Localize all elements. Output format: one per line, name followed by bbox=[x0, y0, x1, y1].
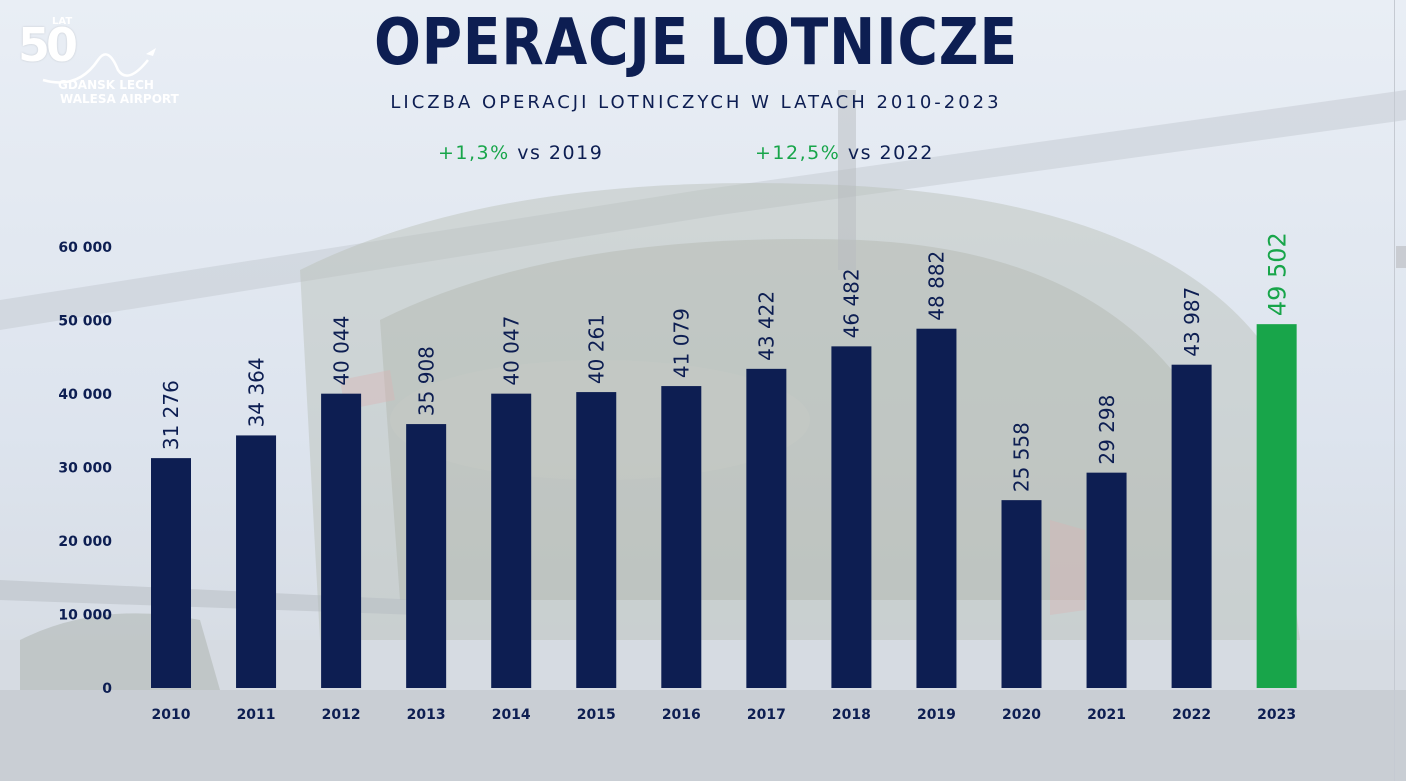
value-label-2022: 43 987 bbox=[1180, 287, 1204, 357]
bar-2011 bbox=[236, 435, 277, 688]
x-tick-label-2013: 2013 bbox=[407, 707, 446, 723]
x-tick-label-2020: 2020 bbox=[1002, 707, 1041, 723]
y-tick-label: 40 000 bbox=[58, 387, 112, 403]
x-tick-label-2011: 2011 bbox=[237, 707, 276, 723]
bar-2013 bbox=[406, 424, 447, 688]
value-label-2012: 40 044 bbox=[329, 316, 353, 386]
bar-2016 bbox=[661, 386, 702, 688]
logo-flight-swoosh-icon bbox=[42, 48, 156, 84]
bar-2015 bbox=[576, 392, 617, 688]
bars bbox=[151, 324, 1297, 688]
logo-line-1: GDANSK LECH bbox=[58, 78, 154, 92]
value-label-2011: 34 364 bbox=[244, 357, 268, 427]
x-tick-label-2021: 2021 bbox=[1087, 707, 1126, 723]
comparison-2019: +1,3% vs 2019 bbox=[438, 142, 603, 164]
y-tick-label: 20 000 bbox=[58, 534, 112, 550]
x-tick-label-2012: 2012 bbox=[322, 707, 361, 723]
bar-2017 bbox=[746, 368, 787, 688]
bar-2012 bbox=[321, 393, 362, 688]
y-tick-label: 10 000 bbox=[58, 608, 112, 624]
comparison-2019-label: vs 2019 bbox=[517, 142, 604, 164]
x-tick-label-2023: 2023 bbox=[1257, 707, 1296, 723]
y-tick-label: 0 bbox=[102, 681, 112, 697]
x-tick-label-2015: 2015 bbox=[577, 707, 616, 723]
y-axis: 0 10 000 20 000 30 000 40 000 50 000 60 000 bbox=[58, 240, 112, 697]
value-label-2013: 35 908 bbox=[414, 346, 438, 416]
x-tick-label-2018: 2018 bbox=[832, 707, 871, 723]
logo-line-2: WALESA AIRPORT bbox=[60, 92, 179, 106]
y-tick-label: 30 000 bbox=[58, 461, 112, 477]
logo-number: 50 bbox=[18, 18, 78, 72]
bar-2014 bbox=[491, 393, 532, 688]
value-label-2020: 25 558 bbox=[1010, 422, 1034, 492]
value-label-2010: 31 276 bbox=[159, 380, 183, 450]
value-label-2018: 46 482 bbox=[840, 268, 864, 338]
airport-logo: 50 LAT GDANSK LECH WALESA AIRPORT bbox=[18, 14, 188, 106]
x-tick-label-2019: 2019 bbox=[917, 707, 956, 723]
value-label-2023: 49 502 bbox=[1263, 232, 1291, 316]
comparison-2022: +12,5% vs 2022 bbox=[755, 142, 934, 164]
chart-subtitle: LICZBA OPERACJI LOTNICZYCH W LATACH 2010… bbox=[390, 92, 1002, 113]
x-tick-label-2014: 2014 bbox=[492, 707, 531, 723]
logo-lat: LAT bbox=[52, 16, 73, 27]
x-tick-label-2016: 2016 bbox=[662, 707, 701, 723]
scrollbar-thumb[interactable] bbox=[1396, 246, 1406, 268]
chart-title: OPERACJE LOTNICZE bbox=[374, 6, 1018, 80]
y-tick-label: 50 000 bbox=[58, 314, 112, 330]
bar-2010 bbox=[151, 458, 191, 688]
bar-2023 bbox=[1256, 324, 1297, 688]
value-labels: 31 276 34 364 40 044 35 908 40 047 40 261 41 0… bbox=[159, 232, 1291, 492]
bar-2018 bbox=[831, 346, 872, 688]
bar-2021 bbox=[1086, 472, 1127, 688]
value-label-2017: 43 422 bbox=[755, 291, 779, 361]
x-tick-label-2010: 2010 bbox=[152, 707, 191, 723]
comparison-2022-label: vs 2022 bbox=[847, 142, 934, 164]
value-label-2019: 48 882 bbox=[925, 251, 949, 321]
bar-2020 bbox=[1001, 500, 1042, 688]
value-label-2015: 40 261 bbox=[584, 314, 608, 384]
bar-2019 bbox=[916, 328, 957, 688]
y-tick-label: 60 000 bbox=[58, 240, 112, 256]
bar-2022 bbox=[1171, 364, 1212, 688]
x-tick-label-2017: 2017 bbox=[747, 707, 786, 723]
comparison-2019-pct: +1,3% bbox=[438, 142, 510, 164]
comparison-2022-pct: +12,5% bbox=[755, 142, 841, 164]
x-axis: 2010 2011 2012 2013 2014 2015 2016 2017 2018 2019… bbox=[152, 707, 1297, 723]
value-label-2016: 41 079 bbox=[670, 308, 694, 378]
x-tick-label-2022: 2022 bbox=[1172, 707, 1211, 723]
window-edge bbox=[1394, 0, 1395, 781]
value-label-2014: 40 047 bbox=[499, 316, 523, 386]
value-label-2021: 29 298 bbox=[1095, 395, 1119, 465]
